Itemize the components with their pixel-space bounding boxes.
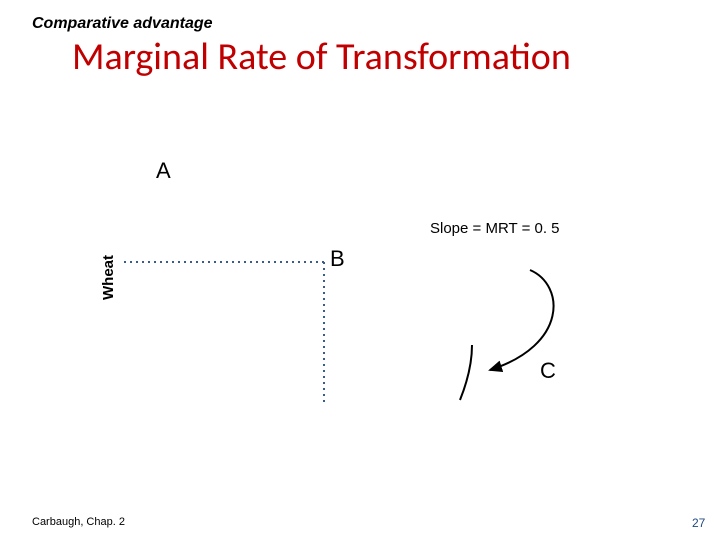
- diagram-svg: [0, 0, 720, 540]
- curved-arrow: [490, 270, 554, 370]
- short-curve: [460, 345, 472, 400]
